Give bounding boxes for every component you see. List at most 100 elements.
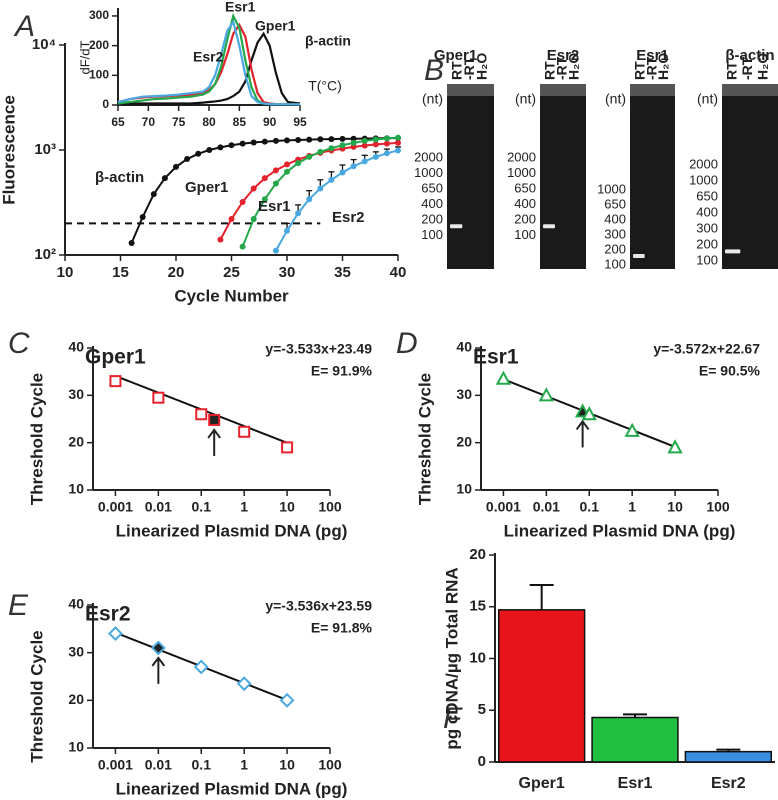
x-tick-label: 95 xyxy=(293,115,307,129)
data-point xyxy=(250,216,257,223)
data-point xyxy=(350,163,357,170)
series-line xyxy=(117,19,300,106)
series-label: Esr1 xyxy=(258,198,291,215)
gel-band xyxy=(725,249,741,254)
data-point xyxy=(328,145,335,152)
data-point xyxy=(228,142,235,149)
x-tick-label: 0.001 xyxy=(486,499,521,515)
y-tick-label: 40 xyxy=(68,596,84,612)
y-tick-label: 10 xyxy=(68,739,84,755)
y-tick-label: 20 xyxy=(68,433,84,449)
gel-title: Esr2 xyxy=(547,47,580,64)
y-axis-label: Threshold Cycle xyxy=(27,373,46,505)
data-point xyxy=(150,640,166,656)
x-tick-label: Esr2 xyxy=(711,775,746,792)
y-tick-label: 10⁴ xyxy=(32,36,56,53)
lane-label: H₂O xyxy=(566,53,582,80)
chart-title: Esr2 xyxy=(85,603,131,626)
annotation: y=-3.533x+23.49 xyxy=(265,341,372,357)
y-tick-label: 15 xyxy=(469,598,486,615)
gel-unit: (nt) xyxy=(605,91,626,107)
data-point xyxy=(667,439,683,454)
y-tick-label: 30 xyxy=(68,386,84,402)
x-tick-label: 1 xyxy=(628,499,636,515)
data-point xyxy=(284,227,290,234)
data-point xyxy=(272,137,279,144)
data-point xyxy=(150,191,157,198)
lane-label: H₂O xyxy=(754,53,770,80)
annotation: y=-3.572x+22.67 xyxy=(653,341,760,357)
x-axis-label: Linearized Plasmid DNA (pg) xyxy=(504,521,736,540)
data-point xyxy=(109,375,122,388)
marker-label: 300 xyxy=(604,226,626,241)
marker-label: 650 xyxy=(604,196,626,211)
y-tick-label: 10² xyxy=(34,246,56,263)
gel-wells xyxy=(722,84,778,96)
x-tick-label: 0.01 xyxy=(145,757,172,773)
lane-label: RT xyxy=(724,61,740,80)
x-tick-label: 20 xyxy=(168,264,185,281)
gel-unit: (nt) xyxy=(697,91,718,107)
data-point xyxy=(239,198,246,205)
marker-label: 1000 xyxy=(689,172,718,187)
x-tick-label: 1 xyxy=(240,499,248,515)
x-tick-label: 1 xyxy=(240,757,248,773)
x-tick-label: 15 xyxy=(112,264,129,281)
x-tick-label: 10 xyxy=(667,499,683,515)
data-point xyxy=(195,408,208,421)
x-tick-label: 65 xyxy=(111,115,125,129)
annotation: E= 91.8% xyxy=(311,620,373,636)
data-point xyxy=(272,247,279,254)
lane-label: H₂O xyxy=(655,53,671,80)
marker-label: 2000 xyxy=(689,156,718,171)
y-tick-label: 20 xyxy=(469,546,486,563)
series-label: Esr1 xyxy=(225,0,256,15)
arrow-head xyxy=(575,419,590,431)
marker-label: 650 xyxy=(514,180,536,195)
y-tick-label: 10 xyxy=(456,481,472,497)
x-axis-label: T(°C) xyxy=(308,78,342,94)
x-tick-label: 0.001 xyxy=(98,499,133,515)
data-point xyxy=(395,134,401,141)
bar xyxy=(497,609,586,763)
gel-image xyxy=(630,84,675,269)
data-point xyxy=(306,196,313,203)
y-tick-label: 40 xyxy=(456,339,472,355)
x-tick-label: 100 xyxy=(706,499,730,515)
marker-label: 400 xyxy=(514,196,536,211)
data-point xyxy=(217,144,224,151)
data-point xyxy=(206,147,213,153)
marker-label: 650 xyxy=(421,180,443,195)
marker-label: 200 xyxy=(696,236,718,251)
x-tick-label: 40 xyxy=(390,264,407,281)
x-tick-label: Gper1 xyxy=(519,775,565,792)
series-label: Esr2 xyxy=(332,209,365,226)
y-axis-label: Threshold Cycle xyxy=(27,630,46,762)
gel-band xyxy=(543,224,555,229)
x-tick-label: 35 xyxy=(334,264,351,281)
y-axis-label: Threshold Cycle xyxy=(415,373,434,505)
data-point xyxy=(272,180,279,187)
y-tick-label: 300 xyxy=(89,8,109,22)
gel-image xyxy=(722,84,778,269)
marker-label: 400 xyxy=(604,211,626,226)
marker-label: 300 xyxy=(696,220,718,235)
data-point xyxy=(361,142,368,149)
data-point xyxy=(581,406,597,421)
data-point xyxy=(361,158,368,165)
data-point xyxy=(383,140,390,147)
y-tick-label: 20 xyxy=(456,433,472,449)
gel-unit: (nt) xyxy=(422,91,443,107)
lane-label: -RT xyxy=(643,56,659,80)
marker-label: 100 xyxy=(696,252,718,267)
data-point xyxy=(281,441,294,454)
y-tick-label: 0 xyxy=(102,97,109,111)
y-tick-label: 10 xyxy=(469,649,486,666)
marker-label: 100 xyxy=(604,256,626,271)
lane-label: -RT xyxy=(461,56,477,80)
chart-title: Gper1 xyxy=(85,346,146,369)
series-label: Gper1 xyxy=(185,179,228,196)
data-point xyxy=(361,137,368,144)
data-point xyxy=(250,139,257,146)
data-point xyxy=(372,141,379,148)
